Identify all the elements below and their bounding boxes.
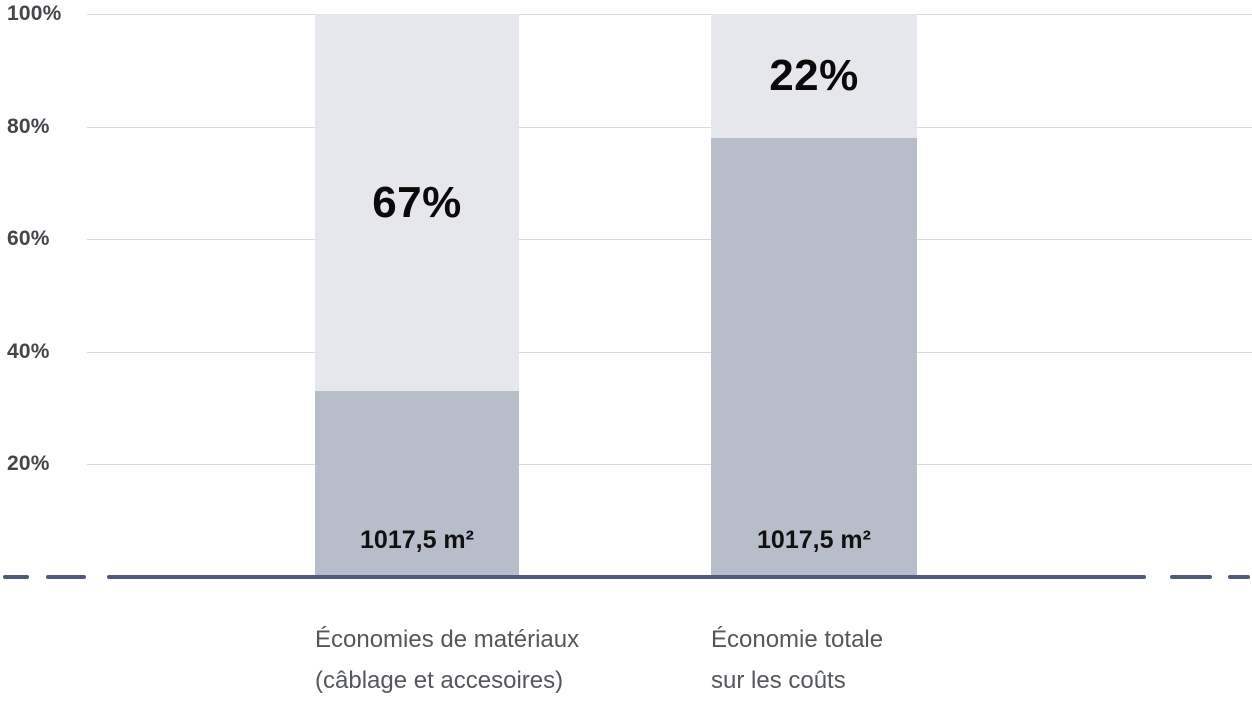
y-axis-tick-label: 100% xyxy=(7,2,62,25)
y-axis-tick-label: 40% xyxy=(7,339,50,363)
x-axis-line xyxy=(107,575,1146,579)
x-axis-dash xyxy=(46,575,86,579)
bar-upper-segment: 67% xyxy=(315,14,519,392)
gridline-80 xyxy=(87,126,1252,128)
y-axis-tick-label: 80% xyxy=(7,114,50,138)
category-label-economie-totale: Économie totale sur les coûts xyxy=(711,619,883,701)
gridline-20 xyxy=(87,464,1252,466)
y-axis-tick-label: 60% xyxy=(7,227,50,251)
segment-percentage-label: 67% xyxy=(372,177,462,227)
gridline-100 xyxy=(87,14,1252,15)
category-label-line1: Économie totale xyxy=(711,626,884,653)
category-label-line2: (câblage et accesoires) xyxy=(315,667,564,694)
bar-economie-totale: 22% 1017,5 m² xyxy=(711,14,917,577)
gridline-60 xyxy=(87,239,1252,241)
category-label-line2: sur les coûts xyxy=(711,667,846,694)
x-axis-dash xyxy=(1228,575,1250,579)
x-axis-dash xyxy=(3,575,29,579)
gridline-40 xyxy=(87,351,1252,353)
bar-lower-segment: 1017,5 m² xyxy=(315,391,519,577)
segment-area-label: 1017,5 m² xyxy=(360,526,474,554)
x-axis-dash xyxy=(1170,575,1212,579)
bar-lower-segment: 1017,5 m² xyxy=(711,137,917,577)
bar-economies-materiaux: 67% 1017,5 m² xyxy=(315,14,519,577)
bar-upper-segment: 22% xyxy=(711,14,917,138)
segment-percentage-label: 22% xyxy=(769,50,859,100)
category-label-economies-materiaux: Économies de matériaux (câblage et acces… xyxy=(315,619,579,701)
plot-area: 100% 80% 60% 40% 20% 67% 1017,5 m² 22% 1… xyxy=(0,2,1252,577)
y-axis-tick-label: 20% xyxy=(7,452,50,476)
segment-area-label: 1017,5 m² xyxy=(757,526,871,554)
category-label-line1: Économies de matériaux xyxy=(315,626,580,653)
